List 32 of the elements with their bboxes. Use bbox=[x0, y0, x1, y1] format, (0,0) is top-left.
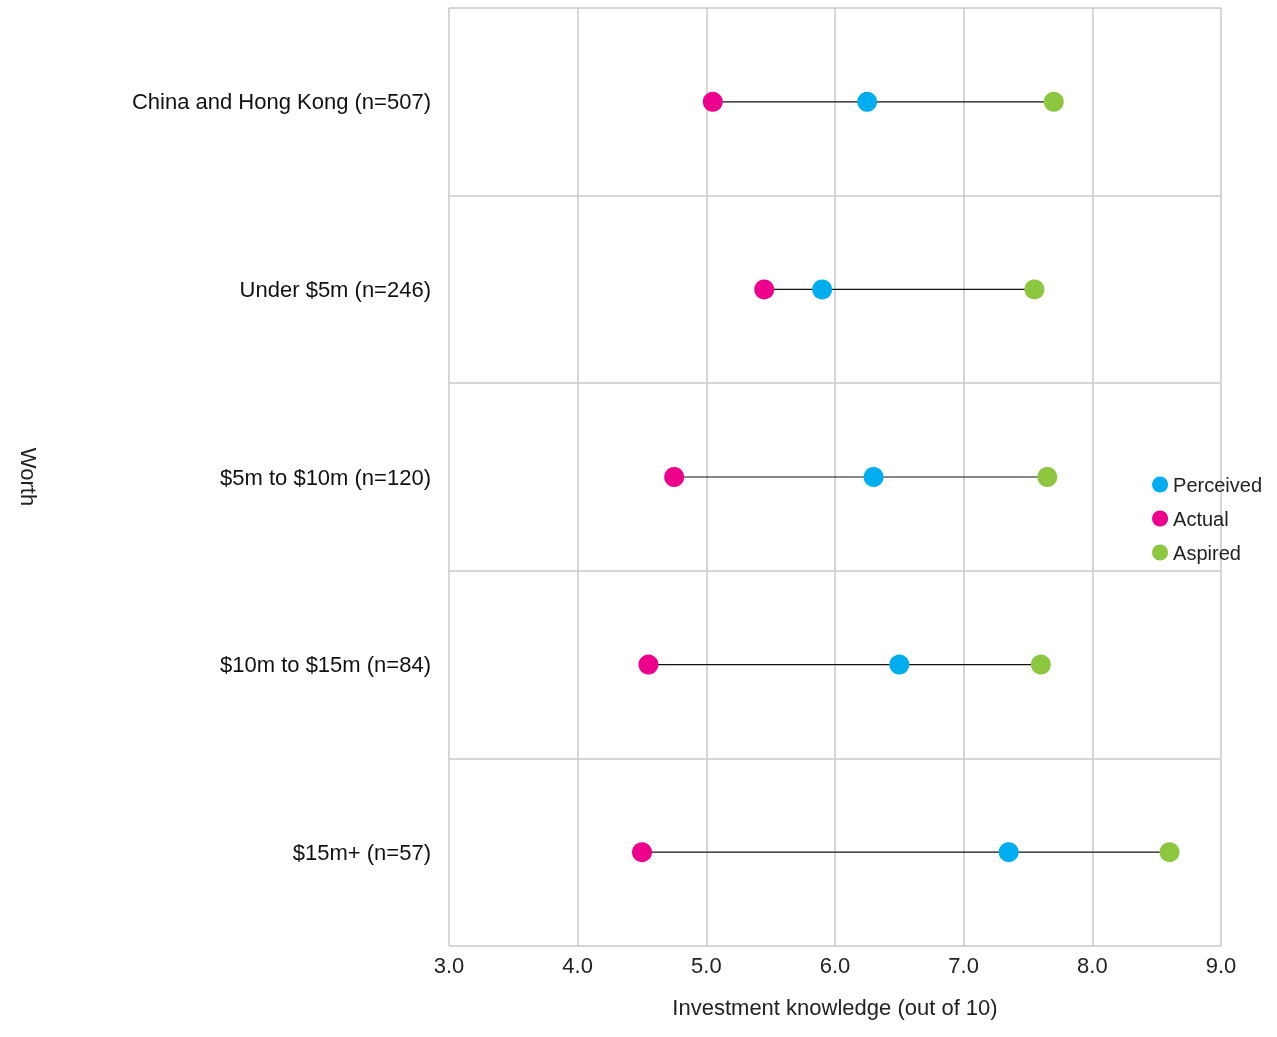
legend-label: Actual bbox=[1173, 507, 1229, 530]
x-axis-title: Investment knowledge (out of 10) bbox=[672, 994, 998, 1020]
y-tick-label: China and Hong Kong (n=507) bbox=[131, 89, 431, 115]
point bbox=[632, 842, 652, 863]
legend-label: Aspired bbox=[1173, 541, 1241, 564]
point bbox=[702, 91, 723, 112]
x-tick-label: 6.0 bbox=[819, 952, 851, 978]
point bbox=[664, 467, 685, 487]
x-tick-label: 3.0 bbox=[433, 952, 465, 978]
y-tick-label: $5m to $10m (n=120) bbox=[220, 464, 431, 490]
y-tick-label: $15m+ (n=57) bbox=[292, 839, 431, 865]
point bbox=[812, 279, 833, 300]
point bbox=[1037, 467, 1058, 487]
point bbox=[1030, 654, 1051, 675]
point bbox=[889, 654, 910, 675]
y-tick-label: $10m to $15m (n=84) bbox=[220, 652, 431, 678]
y-tick-label: Under $5m (n=246) bbox=[239, 276, 431, 302]
y-axis-title: Worth bbox=[15, 447, 41, 507]
legend-label: Perceived bbox=[1173, 473, 1262, 496]
x-tick-label: 8.0 bbox=[1077, 952, 1108, 978]
point bbox=[998, 842, 1019, 863]
point bbox=[754, 279, 775, 300]
point bbox=[638, 654, 659, 675]
point bbox=[1159, 842, 1180, 863]
x-tick-label: 5.0 bbox=[691, 952, 722, 978]
point bbox=[863, 467, 884, 487]
point bbox=[857, 91, 878, 112]
x-tick-label: 4.0 bbox=[562, 952, 593, 978]
x-tick-label: 9.0 bbox=[1205, 952, 1237, 978]
point bbox=[1024, 279, 1045, 300]
point bbox=[1043, 91, 1064, 112]
x-tick-label: 7.0 bbox=[948, 952, 979, 978]
